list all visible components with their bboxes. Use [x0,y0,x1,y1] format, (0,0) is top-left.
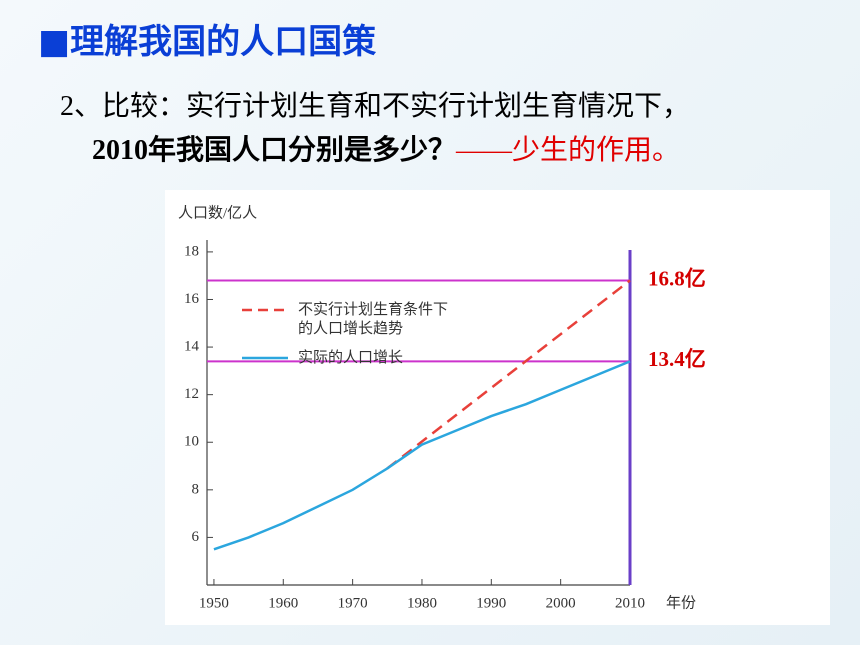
question-text: 2010年我国人口分别是多少？ [92,135,457,166]
legend-entry: 不实行计划生育条件下的人口增长趋势 [240,300,450,338]
legend-label: 不实行计划生育条件下的人口增长趋势 [298,300,449,337]
x-tick-label: 2000 [546,595,576,611]
x-tick-label: 1950 [199,595,229,611]
legend: 不实行计划生育条件下的人口增长趋势实际的人口增长 [240,300,450,377]
y-tick-label: 8 [192,481,200,497]
chart-panel [165,190,830,625]
annotation: 16.8亿 [648,266,706,290]
x-tick-label: 1970 [338,595,368,611]
series-line [386,279,631,470]
series-line [213,360,631,551]
x-tick-label: 1980 [407,595,437,611]
y-tick-label: 12 [184,386,199,402]
y-tick-label: 18 [184,243,199,259]
question-highlight: ——少生的作用。 [456,135,681,166]
slide-title: ■理解我国的人口国策 [38,22,377,62]
legend-swatch [242,356,288,360]
legend-label: 实际的人口增长 [298,348,404,366]
y-tick-label: 10 [184,434,199,450]
y-tick-label: 14 [184,339,200,355]
x-tick-label: 2010 [615,595,645,611]
y-tick-label: 6 [192,529,200,545]
legend-swatch [242,308,288,312]
question-line: 2010年我国人口分别是多少？——少生的作用。 [92,128,680,168]
legend-entry: 实际的人口增长 [240,348,450,367]
y-axis-label: 人口数/亿人 [178,204,257,221]
x-axis-label: 年份 [666,594,696,611]
x-tick-label: 1960 [268,595,298,611]
question-line: 2、比较：实行计划生育和不实行计划生育情况下， [60,91,691,122]
y-tick-label: 16 [184,291,200,307]
annotation: 13.4亿 [648,347,706,371]
x-tick-label: 1990 [476,595,506,611]
